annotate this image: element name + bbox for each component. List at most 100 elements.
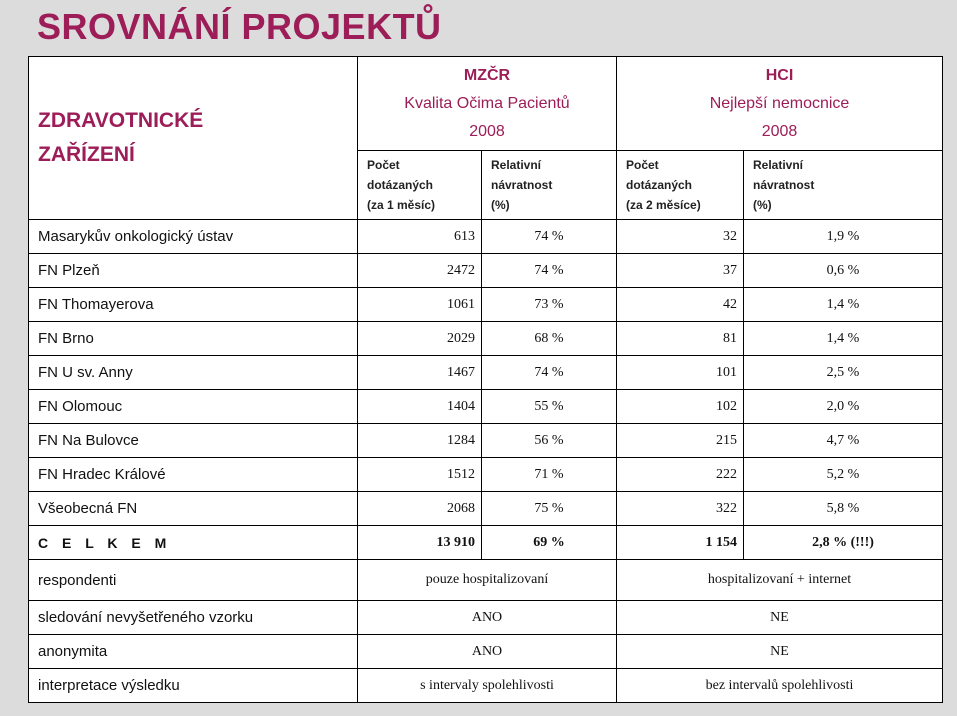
hci-rate: 5,8 % bbox=[743, 491, 943, 526]
row-name: Masarykův onkologický ústav bbox=[28, 219, 358, 254]
header-mzcr-name: MZČR bbox=[463, 66, 511, 84]
hci-count: 81 bbox=[616, 321, 744, 356]
subheader-mzcr-count: Počet dotázaných (za 1 měsíc) bbox=[357, 150, 482, 220]
hci-count: 222 bbox=[616, 457, 744, 492]
footer-mzcr: pouze hospitalizovaní bbox=[357, 559, 617, 601]
footer-label: sledování nevyšetřeného vzorku bbox=[28, 600, 358, 635]
footer-label: interpretace výsledku bbox=[28, 668, 358, 703]
total-mzcr-count: 13 910 bbox=[357, 525, 482, 560]
subheader-text: Relativní bbox=[753, 158, 804, 172]
subheader-text: Relativní bbox=[491, 158, 542, 172]
row-name: FN U sv. Anny bbox=[28, 355, 358, 390]
row-name: FN Hradec Králové bbox=[28, 457, 358, 492]
footer-row: sledování nevyšetřeného vzorku ANO NE bbox=[28, 600, 943, 635]
header-mzcr: MZČR Kvalita Očima Pacientů 2008 bbox=[357, 56, 617, 151]
row-name: FN Olomouc bbox=[28, 389, 358, 424]
footer-hci: NE bbox=[616, 600, 943, 635]
mzcr-count: 1284 bbox=[357, 423, 482, 458]
header-mzcr-year: 2008 bbox=[469, 122, 505, 140]
row-name: FN Thomayerova bbox=[28, 287, 358, 322]
hci-rate: 1,4 % bbox=[743, 287, 943, 322]
mzcr-count: 1404 bbox=[357, 389, 482, 424]
table-row: FN U sv. Anny 1467 74 % 101 2,5 % bbox=[28, 355, 943, 390]
total-hci-rate: 2,8 % (!!!) bbox=[743, 525, 943, 560]
subheader-hci-count: Počet dotázaných (za 2 měsíce) bbox=[616, 150, 744, 220]
subheader-text: dotázaných bbox=[367, 178, 434, 192]
footer-row: respondenti pouze hospitalizovaní hospit… bbox=[28, 559, 943, 601]
comparison-table: ZDRAVOTNICKÉ ZAŘÍZENÍ MZČR Kvalita Očima… bbox=[28, 56, 943, 703]
mzcr-count: 2068 bbox=[357, 491, 482, 526]
header-hci-subtitle: Nejlepší nemocnice bbox=[709, 94, 850, 112]
footer-mzcr: ANO bbox=[357, 634, 617, 669]
table-row: FN Olomouc 1404 55 % 102 2,0 % bbox=[28, 389, 943, 424]
subheader-mzcr-rate: Relativní návratnost (%) bbox=[481, 150, 617, 220]
mzcr-rate: 68 % bbox=[481, 321, 617, 356]
header-hci-name: HCI bbox=[765, 66, 794, 84]
subheader-text: dotázaných bbox=[626, 178, 693, 192]
mzcr-count: 2029 bbox=[357, 321, 482, 356]
row-name: FN Brno bbox=[28, 321, 358, 356]
table-row: FN Brno 2029 68 % 81 1,4 % bbox=[28, 321, 943, 356]
subheader-text: návratnost bbox=[491, 178, 553, 192]
subheader-text: (za 1 měsíc) bbox=[367, 198, 436, 212]
total-label: C E L K E M bbox=[28, 525, 358, 560]
footer-mzcr: s intervaly spolehlivosti bbox=[357, 668, 617, 703]
footer-label: respondenti bbox=[28, 559, 358, 601]
hci-count: 37 bbox=[616, 253, 744, 288]
row-name: FN Na Bulovce bbox=[28, 423, 358, 458]
header-hci-year: 2008 bbox=[761, 122, 798, 140]
mzcr-rate: 74 % bbox=[481, 355, 617, 390]
mzcr-rate: 55 % bbox=[481, 389, 617, 424]
header-hci: HCI Nejlepší nemocnice 2008 bbox=[616, 56, 943, 151]
mzcr-rate: 71 % bbox=[481, 457, 617, 492]
mzcr-count: 1512 bbox=[357, 457, 482, 492]
hci-count: 215 bbox=[616, 423, 744, 458]
hci-rate: 1,9 % bbox=[743, 219, 943, 254]
hci-count: 102 bbox=[616, 389, 744, 424]
footer-label: anonymita bbox=[28, 634, 358, 669]
table-row: FN Hradec Králové 1512 71 % 222 5,2 % bbox=[28, 457, 943, 492]
header-org-line1: ZDRAVOTNICKÉ bbox=[38, 109, 204, 132]
table-row: Masarykův onkologický ústav 613 74 % 32 … bbox=[28, 219, 943, 254]
header-row-1: ZDRAVOTNICKÉ ZAŘÍZENÍ MZČR Kvalita Očima… bbox=[28, 56, 943, 220]
hci-count: 101 bbox=[616, 355, 744, 390]
mzcr-count: 2472 bbox=[357, 253, 482, 288]
row-name: Všeobecná FN bbox=[28, 491, 358, 526]
subheader-text: Počet bbox=[367, 158, 400, 172]
subheader-text: návratnost bbox=[753, 178, 815, 192]
table-row: FN Thomayerova 1061 73 % 42 1,4 % bbox=[28, 287, 943, 322]
mzcr-count: 1061 bbox=[357, 287, 482, 322]
hci-rate: 1,4 % bbox=[743, 321, 943, 356]
mzcr-count: 613 bbox=[357, 219, 482, 254]
mzcr-rate: 74 % bbox=[481, 253, 617, 288]
header-row-2: Počet dotázaných (za 1 měsíc) Relativní … bbox=[29, 150, 943, 220]
hci-rate: 5,2 % bbox=[743, 457, 943, 492]
hci-count: 322 bbox=[616, 491, 744, 526]
header-mzcr-subtitle: Kvalita Očima Pacientů bbox=[404, 94, 570, 112]
subheader-hci-rate: Relativní návratnost (%) bbox=[743, 150, 943, 220]
total-hci-count: 1 154 bbox=[616, 525, 744, 560]
footer-mzcr: ANO bbox=[357, 600, 617, 635]
subheader-text: (%) bbox=[491, 198, 510, 212]
footer-hci: bez intervalů spolehlivosti bbox=[616, 668, 943, 703]
total-row: C E L K E M 13 910 69 % 1 154 2,8 % (!!!… bbox=[28, 525, 943, 560]
subheader-text: (%) bbox=[753, 198, 772, 212]
subheader-text: (za 2 měsíce) bbox=[626, 198, 701, 212]
row-name: FN Plzeň bbox=[28, 253, 358, 288]
total-mzcr-rate: 69 % bbox=[481, 525, 617, 560]
hci-rate: 4,7 % bbox=[743, 423, 943, 458]
header-org-line2: ZAŘÍZENÍ bbox=[38, 143, 135, 166]
footer-row: interpretace výsledku s intervaly spoleh… bbox=[28, 668, 943, 703]
hci-rate: 2,0 % bbox=[743, 389, 943, 424]
page-title: SROVNÁNÍ PROJEKTŮ bbox=[37, 6, 442, 47]
table-row: FN Plzeň 2472 74 % 37 0,6 % bbox=[28, 253, 943, 288]
footer-row: anonymita ANO NE bbox=[28, 634, 943, 669]
mzcr-rate: 75 % bbox=[481, 491, 617, 526]
footer-hci: NE bbox=[616, 634, 943, 669]
hci-count: 42 bbox=[616, 287, 744, 322]
table-row: FN Na Bulovce 1284 56 % 215 4,7 % bbox=[28, 423, 943, 458]
mzcr-rate: 56 % bbox=[481, 423, 617, 458]
mzcr-count: 1467 bbox=[357, 355, 482, 390]
mzcr-rate: 73 % bbox=[481, 287, 617, 322]
footer-hci: hospitalizovaní + internet bbox=[616, 559, 943, 601]
